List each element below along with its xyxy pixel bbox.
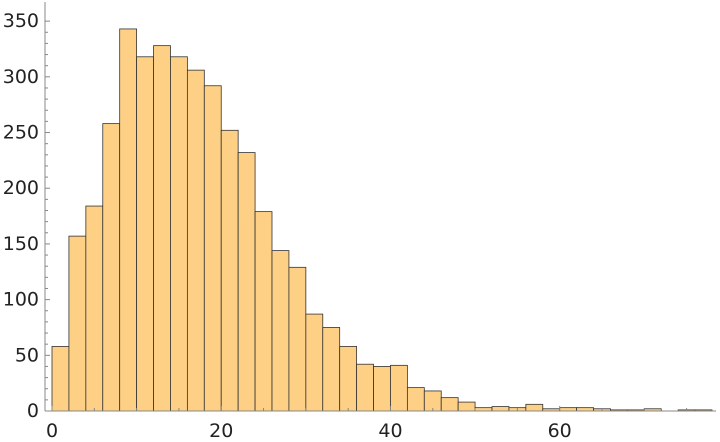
histogram-bar: [356, 363, 374, 412]
histogram-bar: [288, 266, 307, 412]
y-tick-label: 250: [3, 122, 39, 144]
histogram-bar: [525, 403, 544, 412]
x-tick-label: 40: [378, 420, 402, 442]
histogram-bar: [271, 250, 290, 412]
histogram-bar: [153, 45, 171, 412]
histogram-bar: [457, 401, 476, 412]
histogram-bar: [119, 28, 138, 412]
y-tick-label: 100: [3, 289, 39, 311]
histogram-bar: [85, 205, 104, 412]
x-tick-label: 60: [548, 420, 572, 442]
histogram-bar: [203, 85, 222, 412]
histogram-bar: [68, 235, 87, 412]
histogram-bar: [373, 366, 391, 412]
y-tick-label: 350: [3, 10, 39, 32]
histogram-bar: [254, 211, 273, 412]
histogram-bar: [305, 313, 324, 412]
histogram-bar: [474, 407, 493, 412]
histogram-bar: [186, 69, 205, 412]
histogram-bar: [220, 129, 239, 412]
y-tick-label: 50: [15, 344, 39, 366]
histogram-bar: [491, 406, 510, 412]
histogram-bar: [136, 56, 154, 412]
x-tick-label: 20: [209, 420, 233, 442]
histogram-bar: [170, 56, 188, 412]
histogram-bar: [406, 387, 425, 412]
histogram-bar: [51, 345, 70, 412]
bars-group: [51, 28, 713, 412]
histogram-bar: [559, 407, 578, 412]
axes-group: 0 50 100 150 200 250 300 350 0 20 40 60: [3, 2, 716, 442]
y-tick-label: 150: [3, 233, 39, 255]
histogram-bar: [423, 390, 442, 412]
y-tick-label: 0: [27, 400, 39, 422]
histogram-bar: [576, 407, 594, 412]
x-tick-label: 0: [46, 420, 58, 442]
y-tick-label: 300: [3, 66, 39, 88]
histogram-bar: [237, 152, 256, 412]
histogram-bar: [322, 327, 341, 412]
histogram-bar: [440, 397, 459, 412]
histogram-bar: [390, 364, 408, 412]
histogram-bar: [102, 123, 121, 412]
histogram-bar: [339, 345, 358, 412]
y-tick-label: 200: [3, 177, 39, 199]
